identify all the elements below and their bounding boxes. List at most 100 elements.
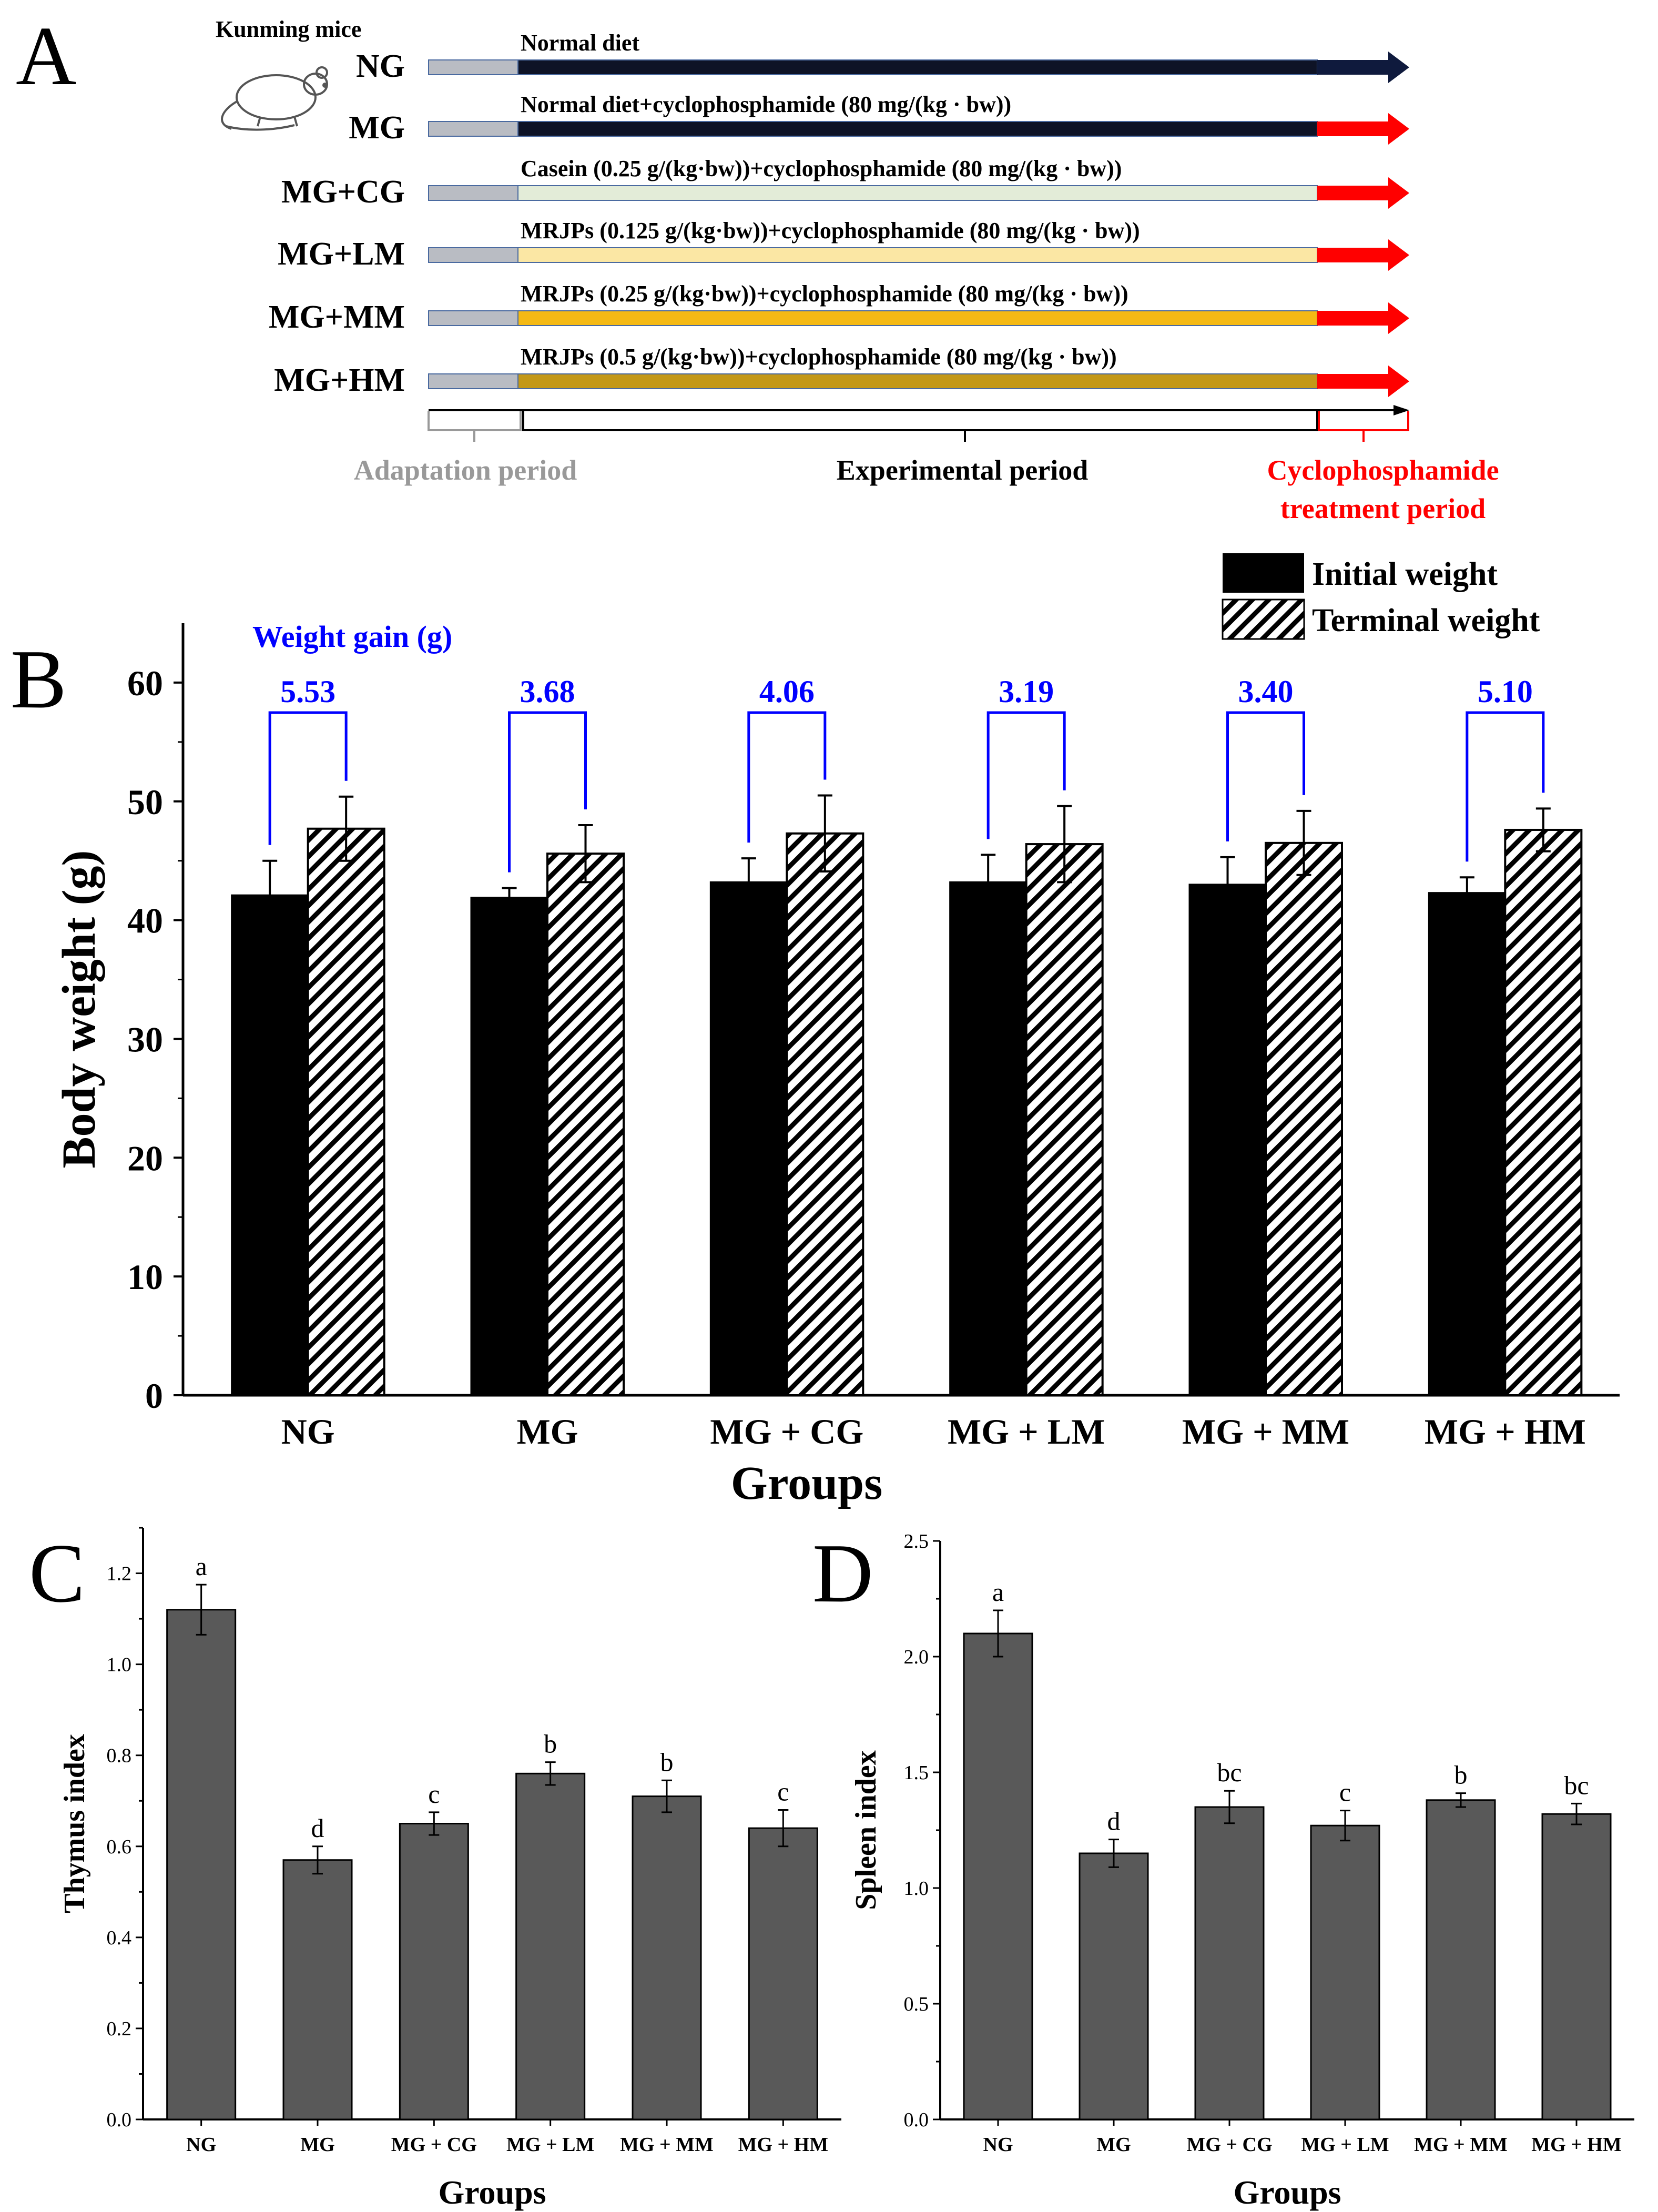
x-axis-label: Groups (731, 1457, 882, 1509)
weight-gain-value: 3.40 (1238, 674, 1294, 709)
panel-b: B 0 10 20 30 40 50 60 Body weight (g) Groups Init… (11, 553, 1620, 1509)
significance-letter: bc (1564, 1770, 1589, 1800)
legend-swatch-initial (1223, 553, 1304, 593)
panel-c-letter: C (29, 1526, 85, 1620)
weight-gain-bracket (1226, 711, 1305, 841)
x-tick-label: MG + CG (1186, 2134, 1272, 2156)
y-tick-label: 0.5 (904, 1993, 929, 2015)
treatment-arrow (1317, 239, 1409, 271)
bar-initial-weight (709, 881, 788, 1396)
row-group-label: MG+CG (281, 174, 405, 210)
timeline-axis (428, 405, 1409, 442)
row-description: Casein (0.25 g/(kg·bw))+cyclophosphamide… (521, 156, 1122, 181)
weight-gain-value: 3.68 (520, 674, 575, 709)
weight-gain-title: Weight gain (g) (252, 620, 452, 654)
bar-initial-weight (949, 881, 1028, 1396)
x-tick-label: NG (186, 2134, 216, 2156)
weight-gain-bracket (747, 711, 827, 843)
adaptation-segment (428, 310, 518, 326)
y-axis-label: Spleen index (850, 1750, 882, 1910)
x-tick-label: MG + CG (391, 2134, 477, 2156)
x-tick-label: MG + MM (620, 2134, 714, 2156)
y-tick-label: 0.8 (107, 1745, 132, 1767)
y-tick-label: 60 (127, 663, 163, 703)
y-tick-label: 0.0 (107, 2109, 132, 2131)
adaptation-period-label: Adaptation period (354, 454, 577, 486)
bar (632, 1795, 702, 2120)
panel-a: A Kunming mice NG Normal diet MG Normal die… (16, 9, 1499, 524)
y-tick-label: 1.5 (904, 1762, 929, 1784)
y-axis-label: Body weight (g) (53, 850, 105, 1169)
x-tick-label: MG (516, 1412, 578, 1452)
y-tick-label: 0 (145, 1376, 163, 1416)
panel-b-letter: B (11, 632, 67, 726)
y-tick-label: 0.2 (107, 2018, 132, 2040)
x-tick-label: MG + HM (1531, 2134, 1622, 2156)
bar-initial-weight (231, 894, 309, 1396)
diet-segment (517, 59, 1318, 75)
bar-terminal-weight (1265, 841, 1343, 1396)
row-description: MRJPs (0.5 g/(kg·bw))+cyclophosphamide (… (521, 344, 1117, 370)
cyclophosphamide-label-line1: Cyclophosphamide (1267, 454, 1499, 486)
y-tick-label: 30 (127, 1019, 163, 1059)
significance-letter: b (660, 1747, 674, 1777)
x-tick-label: MG + LM (1301, 2134, 1389, 2156)
weight-gain-value: 5.53 (280, 674, 335, 709)
significance-letter: a (196, 1551, 207, 1581)
bar (1310, 1824, 1380, 2120)
row-description: Normal diet (521, 30, 639, 56)
legend-label-initial: Initial weight (1312, 556, 1498, 592)
row-group-label: NG (356, 48, 405, 84)
cyclophosphamide-label-line2: treatment period (1280, 493, 1486, 524)
row-group-label: MG (349, 110, 405, 146)
x-axis-label: Groups (438, 2174, 546, 2211)
weight-gain-bracket (268, 711, 348, 845)
bar-terminal-weight (546, 853, 625, 1396)
treatment-arrow (1317, 52, 1409, 83)
weight-gain-value: 5.10 (1478, 674, 1533, 709)
diet-segment (517, 121, 1318, 137)
diet-segment (517, 185, 1318, 201)
row-description: MRJPs (0.125 g/(kg·bw))+cyclophosphamide… (521, 218, 1140, 243)
y-tick-label: 2.0 (904, 1646, 929, 1668)
significance-letter: c (428, 1779, 440, 1809)
row-group-label: MG+HM (274, 362, 405, 398)
diet-segment (517, 247, 1318, 263)
adaptation-segment (428, 121, 518, 137)
weight-gain-bracket (986, 711, 1066, 839)
y-tick-label: 0.6 (107, 1836, 132, 1858)
significance-letter: b (1454, 1760, 1468, 1790)
bar-terminal-weight (1025, 843, 1104, 1396)
weight-gain-bracket (1466, 711, 1545, 862)
legend-label-terminal: Terminal weight (1312, 603, 1540, 638)
treatment-arrow (1317, 113, 1409, 145)
y-tick-label: 0.4 (107, 1927, 132, 1949)
treatment-arrow (1317, 302, 1409, 334)
significance-letter: a (992, 1577, 1004, 1607)
bar (1194, 1806, 1265, 2120)
x-tick-label: MG + MM (1414, 2134, 1508, 2156)
y-tick-label: 10 (127, 1257, 163, 1297)
weight-gain-value: 3.19 (999, 674, 1054, 709)
mouse-icon (221, 66, 328, 131)
x-tick-label: MG + HM (1425, 1412, 1586, 1452)
panel-d: D 0.0 0.5 1.0 1.5 2.0 2.5 Spleen index Groups a N… (812, 1526, 1634, 2211)
significance-letter: d (1107, 1807, 1121, 1836)
diet-segment (517, 373, 1318, 389)
weight-gain-value: 4.06 (759, 674, 815, 709)
y-tick-label: 2.5 (904, 1530, 929, 1553)
bar-terminal-weight (786, 832, 864, 1396)
treatment-arrow (1317, 366, 1409, 397)
panel-a-letter: A (16, 9, 77, 103)
bar-initial-weight (1428, 892, 1506, 1396)
x-tick-label: MG + CG (710, 1412, 863, 1452)
bar-initial-weight (470, 897, 548, 1396)
bar (282, 1859, 353, 2120)
adaptation-segment (428, 185, 518, 201)
x-tick-label: MG + HM (738, 2134, 829, 2156)
adaptation-segment (428, 373, 518, 389)
kunming-mice-label: Kunming mice (216, 16, 361, 42)
experimental-period-label: Experimental period (837, 454, 1088, 486)
x-tick-label: MG + LM (506, 2134, 594, 2156)
